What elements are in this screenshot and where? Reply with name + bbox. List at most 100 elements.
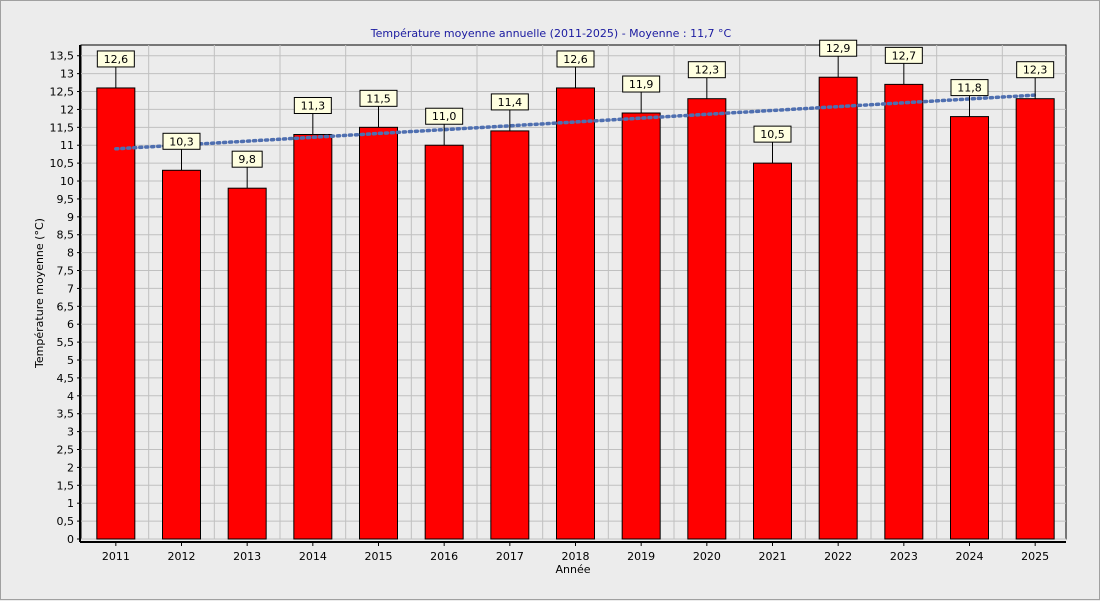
bar-2016 bbox=[424, 144, 464, 540]
y-tick-label: 10,5 bbox=[50, 157, 75, 170]
y-tick-label: 11,5 bbox=[50, 121, 75, 134]
data-labels-layer: 12,6 10,3 9,8 11,3 11,5 11,0 11,4 12,6 11,9 12,3 1… bbox=[96, 39, 1055, 189]
bar-2019 bbox=[621, 112, 661, 540]
y-tick-label: 3 bbox=[67, 426, 74, 439]
trend-line bbox=[114, 93, 1037, 151]
y-tick-label: 6,5 bbox=[57, 300, 75, 313]
x-tick-label: 2011 bbox=[102, 550, 130, 563]
x-tick-label: 2016 bbox=[430, 550, 458, 563]
y-tick-label: 9,5 bbox=[57, 193, 75, 206]
data-label-box bbox=[425, 107, 464, 125]
data-label-text: 10,3 bbox=[169, 135, 194, 148]
data-label-2018: 12,6 bbox=[556, 50, 595, 88]
y-tick-label: 2 bbox=[67, 461, 74, 474]
data-label-text: 12,9 bbox=[826, 42, 851, 55]
bar-2024 bbox=[950, 116, 989, 540]
bars-layer bbox=[96, 76, 1055, 540]
x-tick-label: 2020 bbox=[693, 550, 721, 563]
data-label-box bbox=[231, 150, 263, 168]
data-label-2024: 11,8 bbox=[950, 79, 989, 117]
data-label-text: 11,4 bbox=[498, 96, 523, 109]
bar-2022 bbox=[818, 76, 858, 540]
data-label-text: 12,3 bbox=[1023, 64, 1048, 77]
data-label-2014: 11,3 bbox=[293, 96, 332, 135]
data-label-box bbox=[1016, 61, 1055, 79]
bar-2021 bbox=[753, 162, 792, 540]
data-label-2016: 11,0 bbox=[425, 107, 464, 146]
data-label-box bbox=[96, 50, 135, 68]
y-tick-label: 12 bbox=[60, 103, 74, 116]
x-tick-label: 2021 bbox=[759, 550, 787, 563]
y-tick-label: 11 bbox=[60, 139, 74, 152]
data-label-box bbox=[293, 96, 332, 114]
x-axis-title: Année bbox=[555, 563, 590, 576]
y-tick-label: 0,5 bbox=[57, 515, 75, 528]
data-label-box bbox=[819, 39, 858, 57]
data-label-box bbox=[490, 93, 529, 111]
y-tick-label: 13 bbox=[60, 68, 74, 81]
data-label-text: 11,0 bbox=[432, 110, 457, 123]
bar-2023 bbox=[884, 83, 924, 540]
data-label-box bbox=[687, 61, 726, 79]
bar-2018 bbox=[556, 87, 595, 540]
data-label-2022: 12,9 bbox=[819, 39, 858, 78]
data-label-text: 11,3 bbox=[301, 99, 326, 112]
x-tick-label: 2022 bbox=[824, 550, 852, 563]
chart-title: Température moyenne annuelle (2011-2025)… bbox=[370, 27, 732, 40]
data-label-text: 11,8 bbox=[957, 82, 982, 95]
data-label-text: 11,9 bbox=[629, 78, 654, 91]
y-tick-label: 1,5 bbox=[57, 479, 75, 492]
data-label-text: 11,5 bbox=[366, 92, 391, 105]
data-label-box bbox=[753, 125, 792, 143]
bar-2025 bbox=[1015, 98, 1055, 540]
data-label-text: 10,5 bbox=[760, 128, 785, 141]
y-tick-label: 12,5 bbox=[50, 86, 75, 99]
x-tick-label: 2018 bbox=[562, 550, 590, 563]
data-label-box bbox=[622, 75, 661, 93]
y-tick-label: 8,5 bbox=[57, 229, 75, 242]
x-tick-label: 2015 bbox=[365, 550, 393, 563]
data-label-2019: 11,9 bbox=[622, 75, 661, 114]
x-tick-label: 2012 bbox=[168, 550, 196, 563]
x-tick-label: 2014 bbox=[299, 550, 327, 563]
x-tick-label: 2023 bbox=[890, 550, 918, 563]
y-tick-label: 2,5 bbox=[57, 444, 75, 457]
x-tick-label: 2025 bbox=[1021, 550, 1049, 563]
bar-2011 bbox=[96, 87, 136, 540]
bar-2012 bbox=[162, 169, 201, 540]
x-tick-label: 2019 bbox=[627, 550, 655, 563]
y-tick-label: 9 bbox=[67, 211, 74, 224]
data-label-2021: 10,5 bbox=[753, 125, 792, 164]
data-label-text: 12,7 bbox=[892, 49, 917, 62]
data-label-box bbox=[556, 50, 595, 68]
y-tick-label: 4,5 bbox=[57, 372, 75, 385]
y-tick-label: 6 bbox=[67, 318, 74, 331]
bar-2017 bbox=[490, 130, 530, 540]
y-tick-label: 13,5 bbox=[50, 50, 75, 63]
data-label-text: 12,6 bbox=[104, 53, 129, 66]
bar-2014 bbox=[293, 133, 333, 540]
data-label-text: 9,8 bbox=[238, 153, 256, 166]
data-label-box bbox=[162, 132, 201, 150]
data-label-box bbox=[359, 89, 398, 107]
trend-layer bbox=[114, 93, 1037, 151]
data-label-2011: 12,6 bbox=[96, 50, 135, 88]
data-label-text: 12,3 bbox=[695, 64, 720, 77]
bar-2015 bbox=[359, 126, 398, 540]
data-label-text: 12,6 bbox=[563, 53, 588, 66]
data-label-box bbox=[884, 46, 923, 64]
y-axis-title: Température moyenne (°C) bbox=[33, 218, 46, 369]
data-label-box bbox=[950, 79, 989, 97]
x-tick-label: 2024 bbox=[956, 550, 984, 563]
y-tick-label: 7 bbox=[67, 282, 74, 295]
data-label-2017: 11,4 bbox=[490, 93, 529, 131]
data-label-2023: 12,7 bbox=[884, 46, 923, 85]
data-label-2012: 10,3 bbox=[162, 132, 201, 171]
y-tick-label: 10 bbox=[60, 175, 74, 188]
y-tick-label: 8 bbox=[67, 247, 74, 260]
y-tick-label: 5 bbox=[67, 354, 74, 367]
y-tick-label: 3,5 bbox=[57, 408, 75, 421]
y-tick-label: 1 bbox=[67, 497, 74, 510]
data-label-2013: 9,8 bbox=[231, 150, 263, 189]
y-tick-label: 7,5 bbox=[57, 265, 75, 278]
